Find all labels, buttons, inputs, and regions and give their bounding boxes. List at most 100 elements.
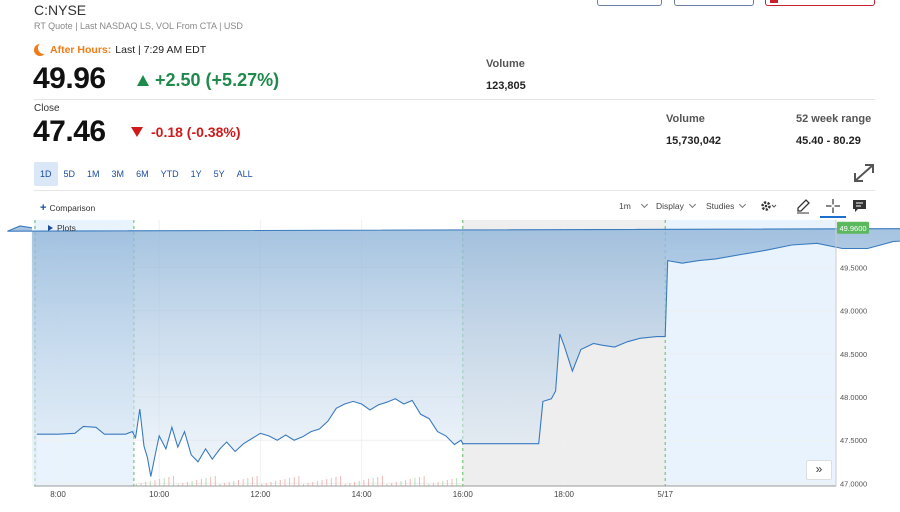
- range-all[interactable]: ALL: [236, 169, 253, 179]
- symbol-title: C:NYSE: [34, 2, 87, 18]
- x-tick-label: 12:00: [250, 490, 271, 499]
- volume-bar: [349, 483, 351, 486]
- volume-bar: [289, 478, 291, 486]
- volume-bar: [256, 476, 258, 486]
- volume-bar: [173, 476, 175, 486]
- y-tick-label: 47.5000: [840, 436, 867, 445]
- range-3m[interactable]: 3M: [111, 169, 125, 179]
- volume-bar: [196, 480, 198, 486]
- divider: [34, 99, 875, 100]
- volume-bar: [219, 484, 221, 486]
- ah-volume-value: 123,805: [486, 80, 526, 92]
- after-hours-change: +2.50 (+5.27%): [137, 70, 279, 91]
- comparison-label: Comparison: [49, 203, 96, 213]
- week-range-value: 45.40 - 80.29: [796, 135, 861, 147]
- range-5y[interactable]: 5Y: [213, 169, 225, 179]
- close-label: Close: [34, 103, 60, 114]
- volume-bar: [340, 476, 342, 486]
- top-button-1[interactable]: [597, 0, 662, 6]
- volume-bar: [326, 479, 328, 486]
- volume-bar: [210, 477, 212, 486]
- range-ytd[interactable]: YTD: [160, 169, 179, 179]
- volume-bar: [312, 482, 314, 486]
- volume-bar: [205, 478, 207, 486]
- range-1m[interactable]: 1M: [87, 169, 100, 179]
- quote-subtitle: RT Quote | Last NASDAQ LS, VOL From CTA …: [34, 21, 243, 31]
- volume-bar: [423, 476, 425, 486]
- overnight-zone: [665, 220, 836, 486]
- close-price: 47.46: [33, 115, 106, 148]
- crosshair-active-indicator: [820, 216, 846, 218]
- volume-bar: [354, 482, 356, 486]
- x-tick-label: 8:00: [50, 490, 66, 499]
- volume-bar: [140, 483, 142, 486]
- range-1y[interactable]: 1Y: [190, 169, 202, 179]
- scroll-right-button[interactable]: »: [806, 460, 832, 480]
- volume-bar: [428, 484, 430, 486]
- plots-toggle[interactable]: Plots: [48, 223, 76, 233]
- volume-bar: [316, 481, 318, 486]
- close-change: -0.18 (-0.38%): [131, 124, 240, 140]
- range-5d[interactable]: 5D: [63, 169, 76, 179]
- volume-bar: [367, 479, 369, 486]
- volume-bar: [321, 480, 323, 486]
- volume-bar: [228, 482, 230, 486]
- last-price-tag: [837, 221, 869, 234]
- moon-icon: [34, 44, 46, 56]
- top-button-2[interactable]: [674, 0, 754, 6]
- volume-bar: [335, 477, 337, 486]
- crosshair-icon[interactable]: [823, 196, 843, 216]
- gear-icon[interactable]: [758, 196, 778, 216]
- volume-bar: [409, 479, 411, 486]
- top-button-3[interactable]: [765, 0, 875, 6]
- volume-bar: [395, 482, 397, 486]
- volume-bar: [200, 479, 202, 486]
- volume-bar: [446, 480, 448, 486]
- volume-bar: [261, 484, 263, 486]
- pencil-icon[interactable]: [793, 196, 813, 216]
- after-hours-row: After Hours: Last | 7:29 AM EDT: [34, 44, 206, 56]
- plots-label: Plots: [57, 223, 76, 233]
- volume-bar: [405, 480, 407, 486]
- volume-bar: [238, 480, 240, 486]
- arrow-down-icon: [131, 127, 143, 137]
- volume-bar: [372, 478, 374, 486]
- y-tick-label: 48.0000: [840, 393, 867, 402]
- last-price-label: 49.9600: [839, 224, 866, 233]
- display-dropdown[interactable]: Display: [656, 200, 696, 211]
- plus-icon: +: [40, 202, 47, 214]
- volume-bar: [265, 483, 267, 486]
- x-tick-label: 16:00: [453, 490, 474, 499]
- range-1d[interactable]: 1D: [34, 162, 58, 186]
- expand-icon[interactable]: [852, 162, 876, 184]
- volume-bar: [177, 484, 179, 486]
- volume-bar: [275, 481, 277, 486]
- volume-bar: [442, 481, 444, 486]
- range-6m[interactable]: 6M: [136, 169, 149, 179]
- volume-bar: [381, 476, 383, 486]
- volume-bar: [363, 480, 365, 486]
- volume-bar: [391, 483, 393, 486]
- volume-bar: [145, 482, 147, 486]
- volume-bar: [163, 478, 165, 486]
- comment-icon[interactable]: [850, 196, 870, 216]
- volume-bar: [307, 483, 309, 486]
- volume-bar: [154, 480, 156, 486]
- volume-bar: [191, 481, 193, 486]
- volume-bar: [330, 478, 332, 486]
- volume-bar: [242, 479, 244, 486]
- volume-bar: [186, 482, 188, 486]
- interval-dropdown[interactable]: 1m: [619, 200, 648, 211]
- volume-bar: [432, 483, 434, 486]
- volume-bar: [279, 480, 281, 486]
- volume-bar: [135, 484, 137, 486]
- triangle-right-icon: [48, 225, 53, 231]
- comparison-button[interactable]: + Comparison: [40, 202, 95, 214]
- volume-bar: [214, 476, 216, 486]
- arrow-up-icon: [137, 75, 149, 86]
- price-line: [7, 225, 900, 477]
- x-tick-label: 10:00: [149, 490, 170, 499]
- studies-dropdown[interactable]: Studies: [706, 200, 747, 211]
- volume-bar: [270, 482, 272, 486]
